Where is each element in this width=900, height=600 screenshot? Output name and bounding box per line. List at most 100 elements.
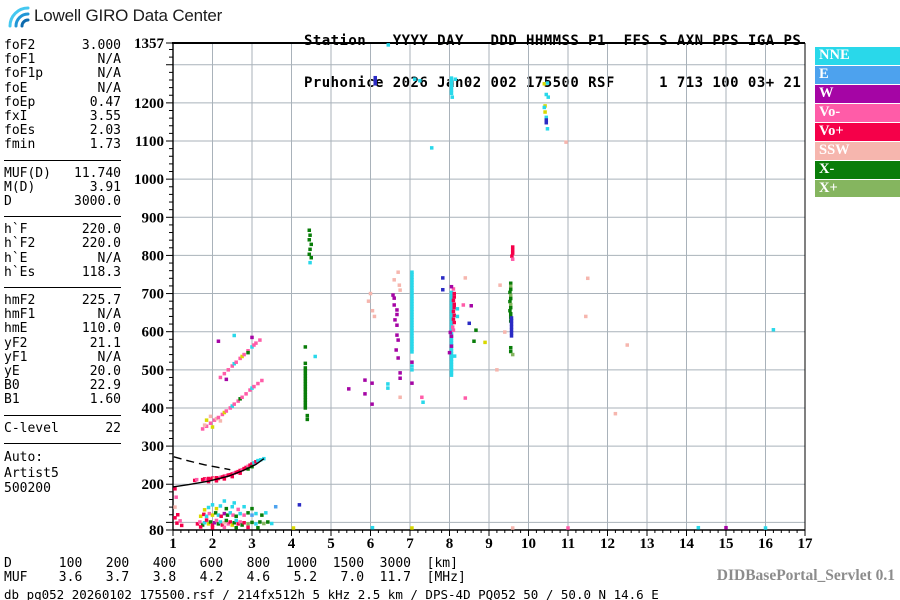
echo-point bbox=[410, 318, 414, 322]
autoscaler-line: 500200 bbox=[4, 481, 51, 497]
echo-point bbox=[449, 306, 454, 311]
echo-point bbox=[232, 361, 236, 366]
echo-point bbox=[510, 245, 515, 249]
echo-point bbox=[308, 233, 312, 237]
echo-point bbox=[544, 118, 549, 122]
echo-point bbox=[242, 513, 246, 517]
legend-item-w: W bbox=[815, 84, 900, 103]
status-line: db pq052 20260102 175500.rsf / 214fx512h… bbox=[4, 587, 659, 600]
legend-item-vo: Vo+ bbox=[815, 122, 900, 141]
echo-point bbox=[410, 294, 414, 298]
echo-point bbox=[238, 356, 242, 361]
echo-point bbox=[210, 503, 215, 507]
echo-point bbox=[226, 473, 231, 477]
echo-point bbox=[508, 284, 513, 289]
echo-point bbox=[207, 511, 212, 516]
echo-point bbox=[584, 314, 588, 319]
echo-point bbox=[449, 296, 454, 300]
echo-point bbox=[309, 242, 313, 247]
echo-point bbox=[222, 499, 227, 503]
echo-point bbox=[230, 504, 234, 509]
echo-point bbox=[449, 370, 454, 375]
echo-point bbox=[449, 334, 454, 339]
x-axis-label: 10 bbox=[521, 536, 536, 552]
echo-point bbox=[508, 296, 513, 301]
echo-point bbox=[270, 521, 274, 526]
echo-point bbox=[204, 514, 209, 519]
echo-point bbox=[224, 474, 229, 478]
param-row-d: D 3000.0 bbox=[4, 194, 121, 209]
echo-point bbox=[463, 276, 468, 280]
echo-point bbox=[510, 352, 515, 357]
echo-point bbox=[449, 312, 454, 316]
echo-point bbox=[230, 523, 234, 527]
echo-point bbox=[250, 506, 254, 511]
echo-point bbox=[175, 521, 179, 525]
echo-point bbox=[240, 395, 244, 400]
echo-point bbox=[202, 477, 207, 481]
echo-point bbox=[222, 521, 227, 525]
echo-point bbox=[370, 308, 375, 313]
echo-point bbox=[220, 523, 225, 527]
echo-point bbox=[242, 521, 246, 525]
echo-point bbox=[508, 302, 513, 307]
echo-point bbox=[410, 336, 414, 341]
echo-point bbox=[510, 248, 515, 252]
echo-point bbox=[200, 523, 205, 527]
echo-point bbox=[308, 247, 312, 252]
echo-point bbox=[724, 525, 728, 530]
param-label: hmE bbox=[4, 321, 28, 337]
y-axis-label: 800 bbox=[142, 248, 165, 264]
echo-point bbox=[483, 340, 487, 345]
echo-point bbox=[510, 251, 515, 255]
echo-point bbox=[242, 352, 246, 357]
echo-point bbox=[252, 343, 256, 347]
echo-point bbox=[218, 504, 223, 508]
echo-point bbox=[410, 315, 414, 319]
x-axis-label: 15 bbox=[719, 536, 734, 552]
echo-point bbox=[449, 344, 454, 348]
param-value: N/A bbox=[97, 349, 121, 365]
param-label: yF2 bbox=[4, 335, 28, 351]
echo-point bbox=[410, 312, 414, 317]
x-axis-label: 14 bbox=[679, 536, 695, 552]
echo-point bbox=[418, 79, 422, 83]
echo-point bbox=[208, 520, 213, 524]
y-axis-label: 200 bbox=[142, 477, 165, 493]
echo-point bbox=[222, 410, 227, 415]
echo-point bbox=[208, 414, 213, 419]
echo-point bbox=[410, 381, 414, 385]
echo-point bbox=[370, 381, 374, 385]
echo-point bbox=[395, 312, 399, 317]
echo-point bbox=[451, 309, 456, 314]
param-value: 2.03 bbox=[89, 123, 121, 139]
echo-point bbox=[313, 354, 317, 359]
echo-point bbox=[452, 291, 456, 296]
y-axis-label: 80 bbox=[149, 523, 164, 539]
echo-point bbox=[248, 388, 252, 392]
echo-point bbox=[564, 140, 568, 144]
echo-point bbox=[303, 395, 308, 400]
echo-point bbox=[173, 505, 177, 509]
echo-point bbox=[232, 402, 236, 406]
echo-point bbox=[508, 308, 512, 313]
echo-point bbox=[273, 504, 278, 509]
echo-point bbox=[452, 305, 456, 310]
echo-point bbox=[266, 520, 270, 524]
echo-point bbox=[222, 371, 227, 376]
echo-point bbox=[225, 513, 230, 517]
echo-point bbox=[455, 307, 460, 311]
echo-point bbox=[420, 395, 424, 400]
param-row-clevel: C-level 22 bbox=[4, 421, 121, 436]
echo-point bbox=[234, 470, 238, 475]
echo-point bbox=[246, 511, 250, 515]
echo-point bbox=[212, 521, 217, 525]
echo-point bbox=[303, 406, 308, 410]
echo-point bbox=[307, 252, 312, 257]
echo-point bbox=[303, 382, 308, 386]
y-axis-label: 500 bbox=[142, 363, 165, 379]
x-axis-label: 6 bbox=[367, 536, 375, 552]
echo-point bbox=[373, 79, 377, 83]
param-row-hf: h`F 220.0 bbox=[4, 223, 121, 237]
echo-point bbox=[212, 418, 217, 422]
